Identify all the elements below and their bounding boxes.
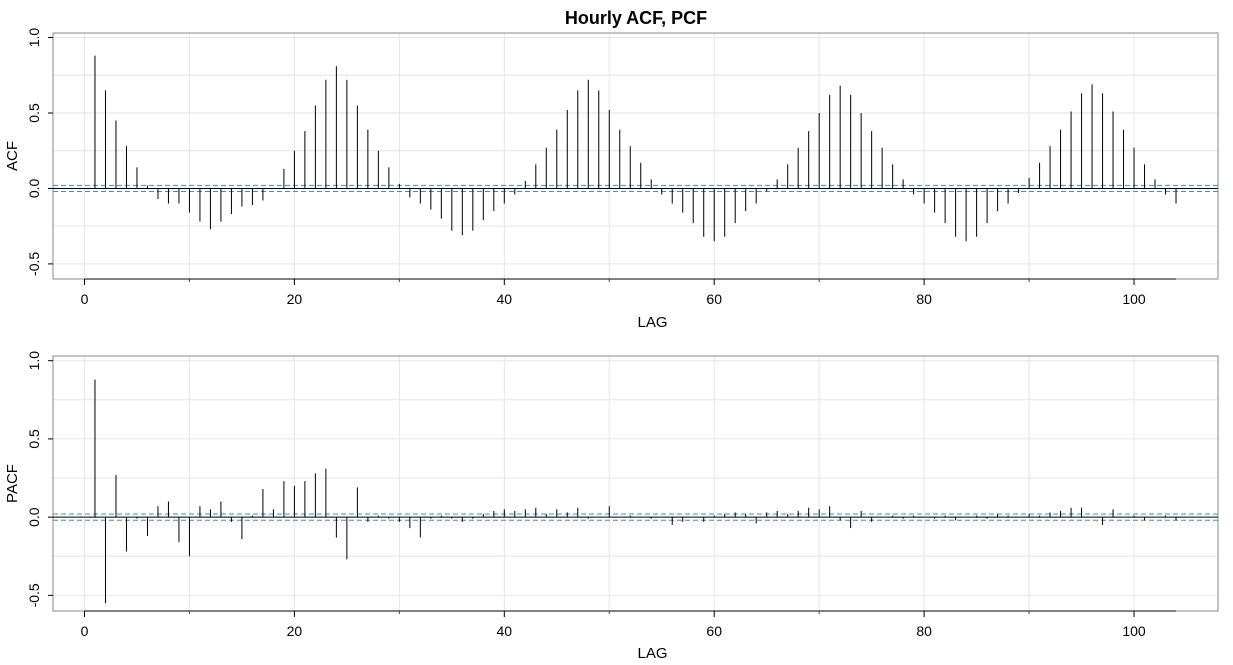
y-tick-label: 0.0 bbox=[26, 507, 42, 527]
x-tick-label: 20 bbox=[287, 291, 303, 307]
acf-panel: 0 20 40 60 80 100 -0.5 0.0 0.5 1.0 LAG ACF bbox=[4, 28, 1219, 331]
y-tick-label: -0.5 bbox=[26, 252, 42, 276]
pacf-panel: 0 20 40 60 80 100 -0.5 0.0 0.5 1.0 LAG PACF bbox=[4, 351, 1219, 662]
x-tick-label: 80 bbox=[916, 623, 932, 639]
y-tick-label: 1.0 bbox=[26, 351, 42, 371]
x-tick-label: 0 bbox=[81, 623, 89, 639]
x-axis-label: LAG bbox=[637, 645, 667, 662]
x-tick-label: 100 bbox=[1122, 623, 1146, 639]
y-tick-label: -0.5 bbox=[26, 583, 42, 607]
x-tick-label: 0 bbox=[81, 291, 89, 307]
x-tick-label: 80 bbox=[916, 291, 932, 307]
x-tick-label: 20 bbox=[287, 623, 303, 639]
x-tick-label: 40 bbox=[497, 623, 513, 639]
x-tick-label: 100 bbox=[1122, 291, 1146, 307]
y-axis-label: ACF bbox=[4, 141, 21, 171]
plot-frame bbox=[52, 355, 1219, 612]
y-axis-label: PACF bbox=[4, 464, 21, 503]
y-tick-label: 0.5 bbox=[26, 429, 42, 449]
x-tick-label: 40 bbox=[497, 291, 513, 307]
x-tick-label: 60 bbox=[706, 291, 722, 307]
chart-title: Hourly ACF, PCF bbox=[565, 8, 707, 28]
y-tick-label: 0.5 bbox=[26, 103, 42, 123]
y-tick-label: 0.0 bbox=[26, 179, 42, 199]
y-tick-label: 1.0 bbox=[26, 28, 42, 48]
x-tick-label: 60 bbox=[706, 623, 722, 639]
x-axis-label: LAG bbox=[637, 314, 667, 331]
plot-frame bbox=[52, 32, 1219, 280]
